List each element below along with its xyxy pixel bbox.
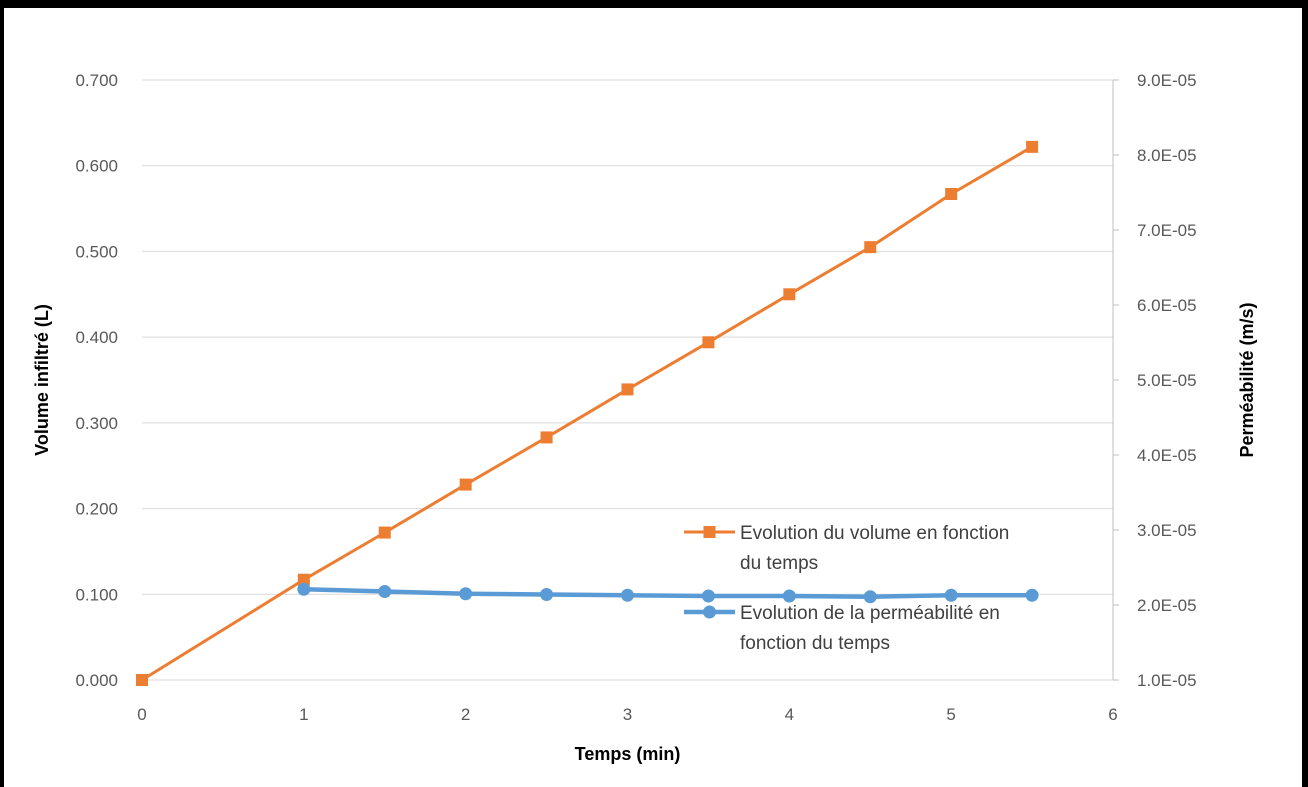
y-tick-label: 0.100: [75, 585, 118, 604]
y2-tick-label: 7.0E-05: [1137, 221, 1197, 240]
y2-tick-label: 2.0E-05: [1137, 596, 1197, 615]
y-tick-label: 0.300: [75, 414, 118, 433]
x-tick-label: 4: [785, 705, 794, 724]
y2-tick-label: 3.0E-05: [1137, 521, 1197, 540]
data-point: [1026, 589, 1039, 602]
y2-tick-label: 1.0E-05: [1137, 671, 1197, 690]
data-point: [945, 589, 958, 602]
legend-label: Evolution du volume en fonction: [740, 523, 1009, 544]
data-point: [783, 288, 795, 300]
y-tick-label: 0.500: [75, 242, 118, 261]
data-point: [136, 674, 148, 686]
legend-label: fonction du temps: [740, 633, 890, 654]
data-point: [1026, 141, 1038, 153]
data-point: [702, 590, 715, 603]
series-line: [142, 147, 1032, 680]
x-axis-title: Temps (min): [575, 744, 681, 764]
spreadsheet-cell-strip: [0, 0, 1308, 6]
data-point: [540, 588, 553, 601]
data-point: [297, 583, 310, 596]
x-tick-label: 2: [461, 705, 470, 724]
y-tick-label: 0.400: [75, 328, 118, 347]
data-point: [460, 479, 472, 491]
y-tick-label: 0.700: [75, 71, 118, 90]
y2-tick-label: 8.0E-05: [1137, 146, 1197, 165]
chart: 0.000 0.100 0.200 0.300 0.400 0.500 0.600 0.700…: [4, 8, 1302, 787]
data-point: [864, 241, 876, 253]
data-point: [379, 527, 391, 539]
legend-marker: [704, 526, 716, 538]
data-point: [541, 431, 553, 443]
x-tick-label: 0: [137, 705, 146, 724]
y-tick-label: 0.600: [75, 157, 118, 176]
y2-axis-title: Perméabilité (m/s): [1237, 302, 1257, 457]
chart-panel: 0.000 0.100 0.200 0.300 0.400 0.500 0.600 0.700…: [4, 8, 1302, 787]
y2-tick-label: 6.0E-05: [1137, 296, 1197, 315]
data-point: [378, 585, 391, 598]
y2-tick-label: 9.0E-05: [1137, 71, 1197, 90]
x-tick-label: 3: [623, 705, 632, 724]
data-point: [621, 589, 634, 602]
series-line: [304, 589, 1032, 597]
x-tick-label: 6: [1108, 705, 1117, 724]
legend-label: du temps: [740, 553, 818, 574]
data-point: [864, 590, 877, 603]
legend-marker: [703, 606, 716, 619]
y2-tick-label: 4.0E-05: [1137, 446, 1197, 465]
y-tick-label: 0.200: [75, 500, 118, 519]
data-point: [945, 188, 957, 200]
y-axis-title: Volume infiltré (L): [32, 304, 52, 456]
x-tick-label: 5: [946, 705, 955, 724]
y-tick-label: 0.000: [75, 671, 118, 690]
legend-label: Evolution de la perméabilité en: [740, 603, 1000, 624]
data-point: [702, 336, 714, 348]
data-point: [783, 590, 796, 603]
data-point: [459, 587, 472, 600]
data-point: [622, 383, 634, 395]
x-tick-label: 1: [299, 705, 308, 724]
y2-tick-label: 5.0E-05: [1137, 371, 1197, 390]
